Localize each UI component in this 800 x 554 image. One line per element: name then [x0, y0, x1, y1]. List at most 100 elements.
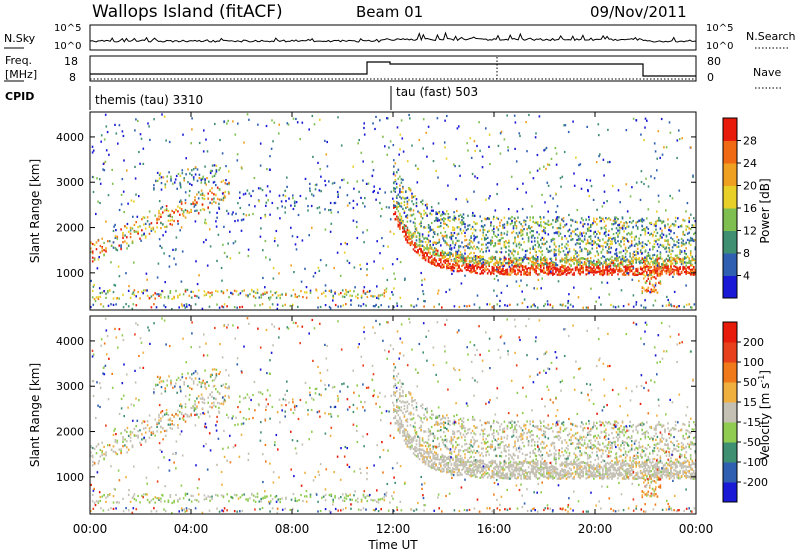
velocity-cell [358, 394, 360, 397]
power-cell [402, 185, 404, 188]
power-cell [640, 252, 643, 255]
power-cell [139, 162, 141, 165]
power-cell [400, 181, 403, 184]
velocity-cell [204, 369, 206, 372]
power-cell [665, 270, 668, 273]
power-cell [668, 228, 670, 232]
power-cell [397, 168, 400, 171]
power-cell [636, 226, 639, 229]
power-cell [467, 268, 469, 271]
cpid-mode-1: themis (tau) 3310 [95, 93, 203, 107]
power-cell [196, 168, 199, 171]
power-cell [602, 217, 604, 220]
power-cell [330, 289, 333, 292]
power-cell [485, 268, 487, 271]
power-cell [237, 293, 240, 296]
velocity-cell [116, 441, 119, 444]
power-cell [618, 264, 621, 267]
power-cell [488, 249, 490, 252]
velocity-cell [184, 492, 187, 495]
power-cell [680, 241, 683, 244]
power-cell [423, 278, 426, 281]
power-cell [102, 168, 104, 171]
power-cell [328, 209, 330, 212]
power-cell [685, 261, 687, 264]
power-cell [667, 243, 669, 246]
power-cell [207, 206, 209, 209]
power-cell [305, 286, 308, 289]
power-cell [500, 268, 503, 271]
power-cell [597, 123, 600, 126]
power-cell [659, 267, 662, 270]
power-cell [134, 129, 136, 132]
power-cell [417, 244, 419, 247]
power-cell [549, 270, 551, 273]
velocity-cell [182, 497, 185, 500]
power-cell [447, 244, 450, 247]
velocity-cell [99, 455, 102, 458]
power-cell [160, 227, 162, 230]
power-cell [103, 138, 106, 141]
power-cell [615, 266, 618, 269]
power-cell [346, 243, 348, 246]
power-cell [567, 251, 569, 254]
power-cell [412, 209, 415, 212]
power-cell [374, 127, 376, 131]
power-cell [562, 269, 565, 272]
power-cell [677, 245, 680, 248]
power-cell [621, 255, 624, 258]
power-cell [150, 306, 153, 309]
power-cell [458, 164, 461, 168]
velocity-cell [215, 372, 218, 376]
power-cell [530, 256, 533, 259]
power-cell [483, 228, 486, 232]
power-cell [443, 255, 445, 258]
power-cell [317, 161, 319, 164]
power-cell [674, 266, 677, 269]
power-cell [503, 270, 506, 274]
beam-title: Beam 01 [356, 3, 423, 21]
power-cell [476, 267, 478, 270]
power-cell [523, 269, 525, 272]
power-cell [281, 293, 283, 296]
power-cell [652, 304, 655, 307]
power-cell [403, 203, 406, 207]
power-cell [549, 272, 551, 275]
power-cell [540, 246, 542, 249]
power-cell [406, 220, 409, 223]
power-cell [688, 267, 690, 270]
velocity-cell [216, 415, 218, 418]
power-cell [558, 216, 560, 219]
power-cell [279, 297, 281, 300]
power-cell [620, 270, 622, 273]
power-cell [238, 251, 241, 254]
power-cell [377, 191, 379, 194]
power-cell [435, 254, 437, 257]
power-cell [117, 142, 119, 145]
power-cell [565, 258, 568, 261]
power-cell [671, 222, 674, 226]
power-cell [452, 234, 454, 237]
power-cell [589, 266, 592, 269]
velocity-cell [186, 413, 189, 417]
power-cell [105, 220, 107, 223]
power-cell [209, 245, 212, 248]
power-cell [527, 240, 530, 243]
power-cell [526, 233, 528, 236]
power-cell [499, 265, 501, 269]
power-cell [585, 218, 587, 221]
power-cell [493, 232, 495, 235]
power-cell [382, 267, 384, 270]
power-cell [279, 217, 281, 220]
power-cell [444, 241, 447, 244]
velocity-cell [197, 401, 200, 404]
power-cell [304, 267, 306, 270]
velocity-cell [260, 500, 262, 503]
velocity-cell [211, 391, 213, 394]
power-cell [686, 225, 689, 228]
power-cell [172, 248, 174, 251]
power-cell [693, 273, 695, 276]
power-cell [650, 269, 653, 273]
power-cell [653, 270, 656, 273]
power-cell [462, 255, 465, 258]
